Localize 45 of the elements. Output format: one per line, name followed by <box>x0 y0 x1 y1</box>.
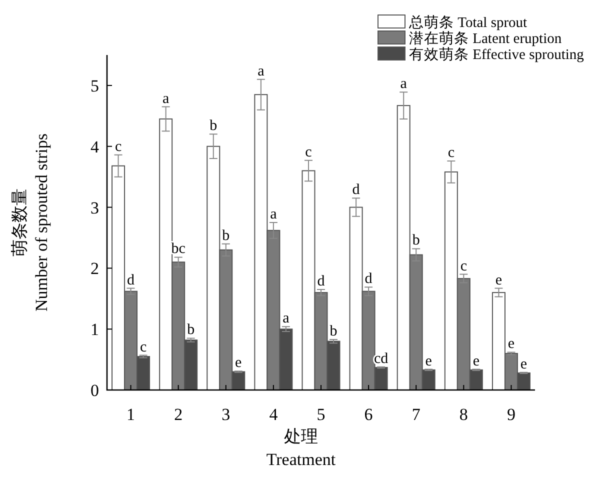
data-label: b <box>330 323 338 340</box>
data-label: b <box>412 232 420 249</box>
y-tick-label: 2 <box>90 259 99 278</box>
data-label: d <box>364 271 373 288</box>
data-label: c <box>460 258 468 274</box>
y-axis-title: 萌条数量 Number of sprouted strips <box>10 133 51 312</box>
x-tick-label: 7 <box>412 405 421 424</box>
data-label: e <box>495 272 502 288</box>
y-tick-label: 4 <box>90 137 100 156</box>
legend-label: 总萌条 Total sprout <box>408 14 528 31</box>
data-label: a <box>162 90 170 107</box>
data-label: e <box>235 355 242 372</box>
data-label: d <box>127 272 136 288</box>
x-tick-label: 6 <box>364 405 373 424</box>
data-label: e <box>472 353 480 370</box>
data-label: d <box>352 182 360 198</box>
data-label: a <box>282 310 290 327</box>
x-tick-label: 2 <box>174 405 183 424</box>
data-label: b <box>187 322 195 338</box>
y-tick-label: 3 <box>90 198 99 218</box>
data-label: c <box>448 144 455 161</box>
data-label: c <box>305 144 312 160</box>
y-tick-label: 5 <box>90 76 99 96</box>
x-tick-label: 3 <box>222 405 230 424</box>
data-label: d <box>317 274 326 290</box>
data-label: b <box>210 118 218 134</box>
data-label: e <box>508 336 515 352</box>
x-axis-title: 处理 Treatment <box>266 427 336 469</box>
data-label: a <box>400 76 408 92</box>
data-label: c <box>140 339 147 356</box>
x-tick-label: 8 <box>459 405 468 424</box>
legend-label: 潜在萌条 Latent eruption <box>409 30 562 47</box>
data-label: e <box>425 353 432 370</box>
legend-label: 有效萌条 Effective sprouting <box>409 46 584 63</box>
data-label: a <box>258 63 265 80</box>
y-tick-label: 0 <box>90 381 99 400</box>
data-label: c <box>114 138 122 155</box>
y-tick-label: 1 <box>90 320 99 340</box>
x-tick-label: 1 <box>126 405 136 424</box>
data-label: e <box>520 356 528 372</box>
data-label: b <box>222 228 230 244</box>
x-tick-label: 5 <box>316 405 326 424</box>
x-tick-label: 9 <box>506 405 516 424</box>
data-label: a <box>270 206 278 222</box>
x-tick-label: 4 <box>269 405 278 424</box>
